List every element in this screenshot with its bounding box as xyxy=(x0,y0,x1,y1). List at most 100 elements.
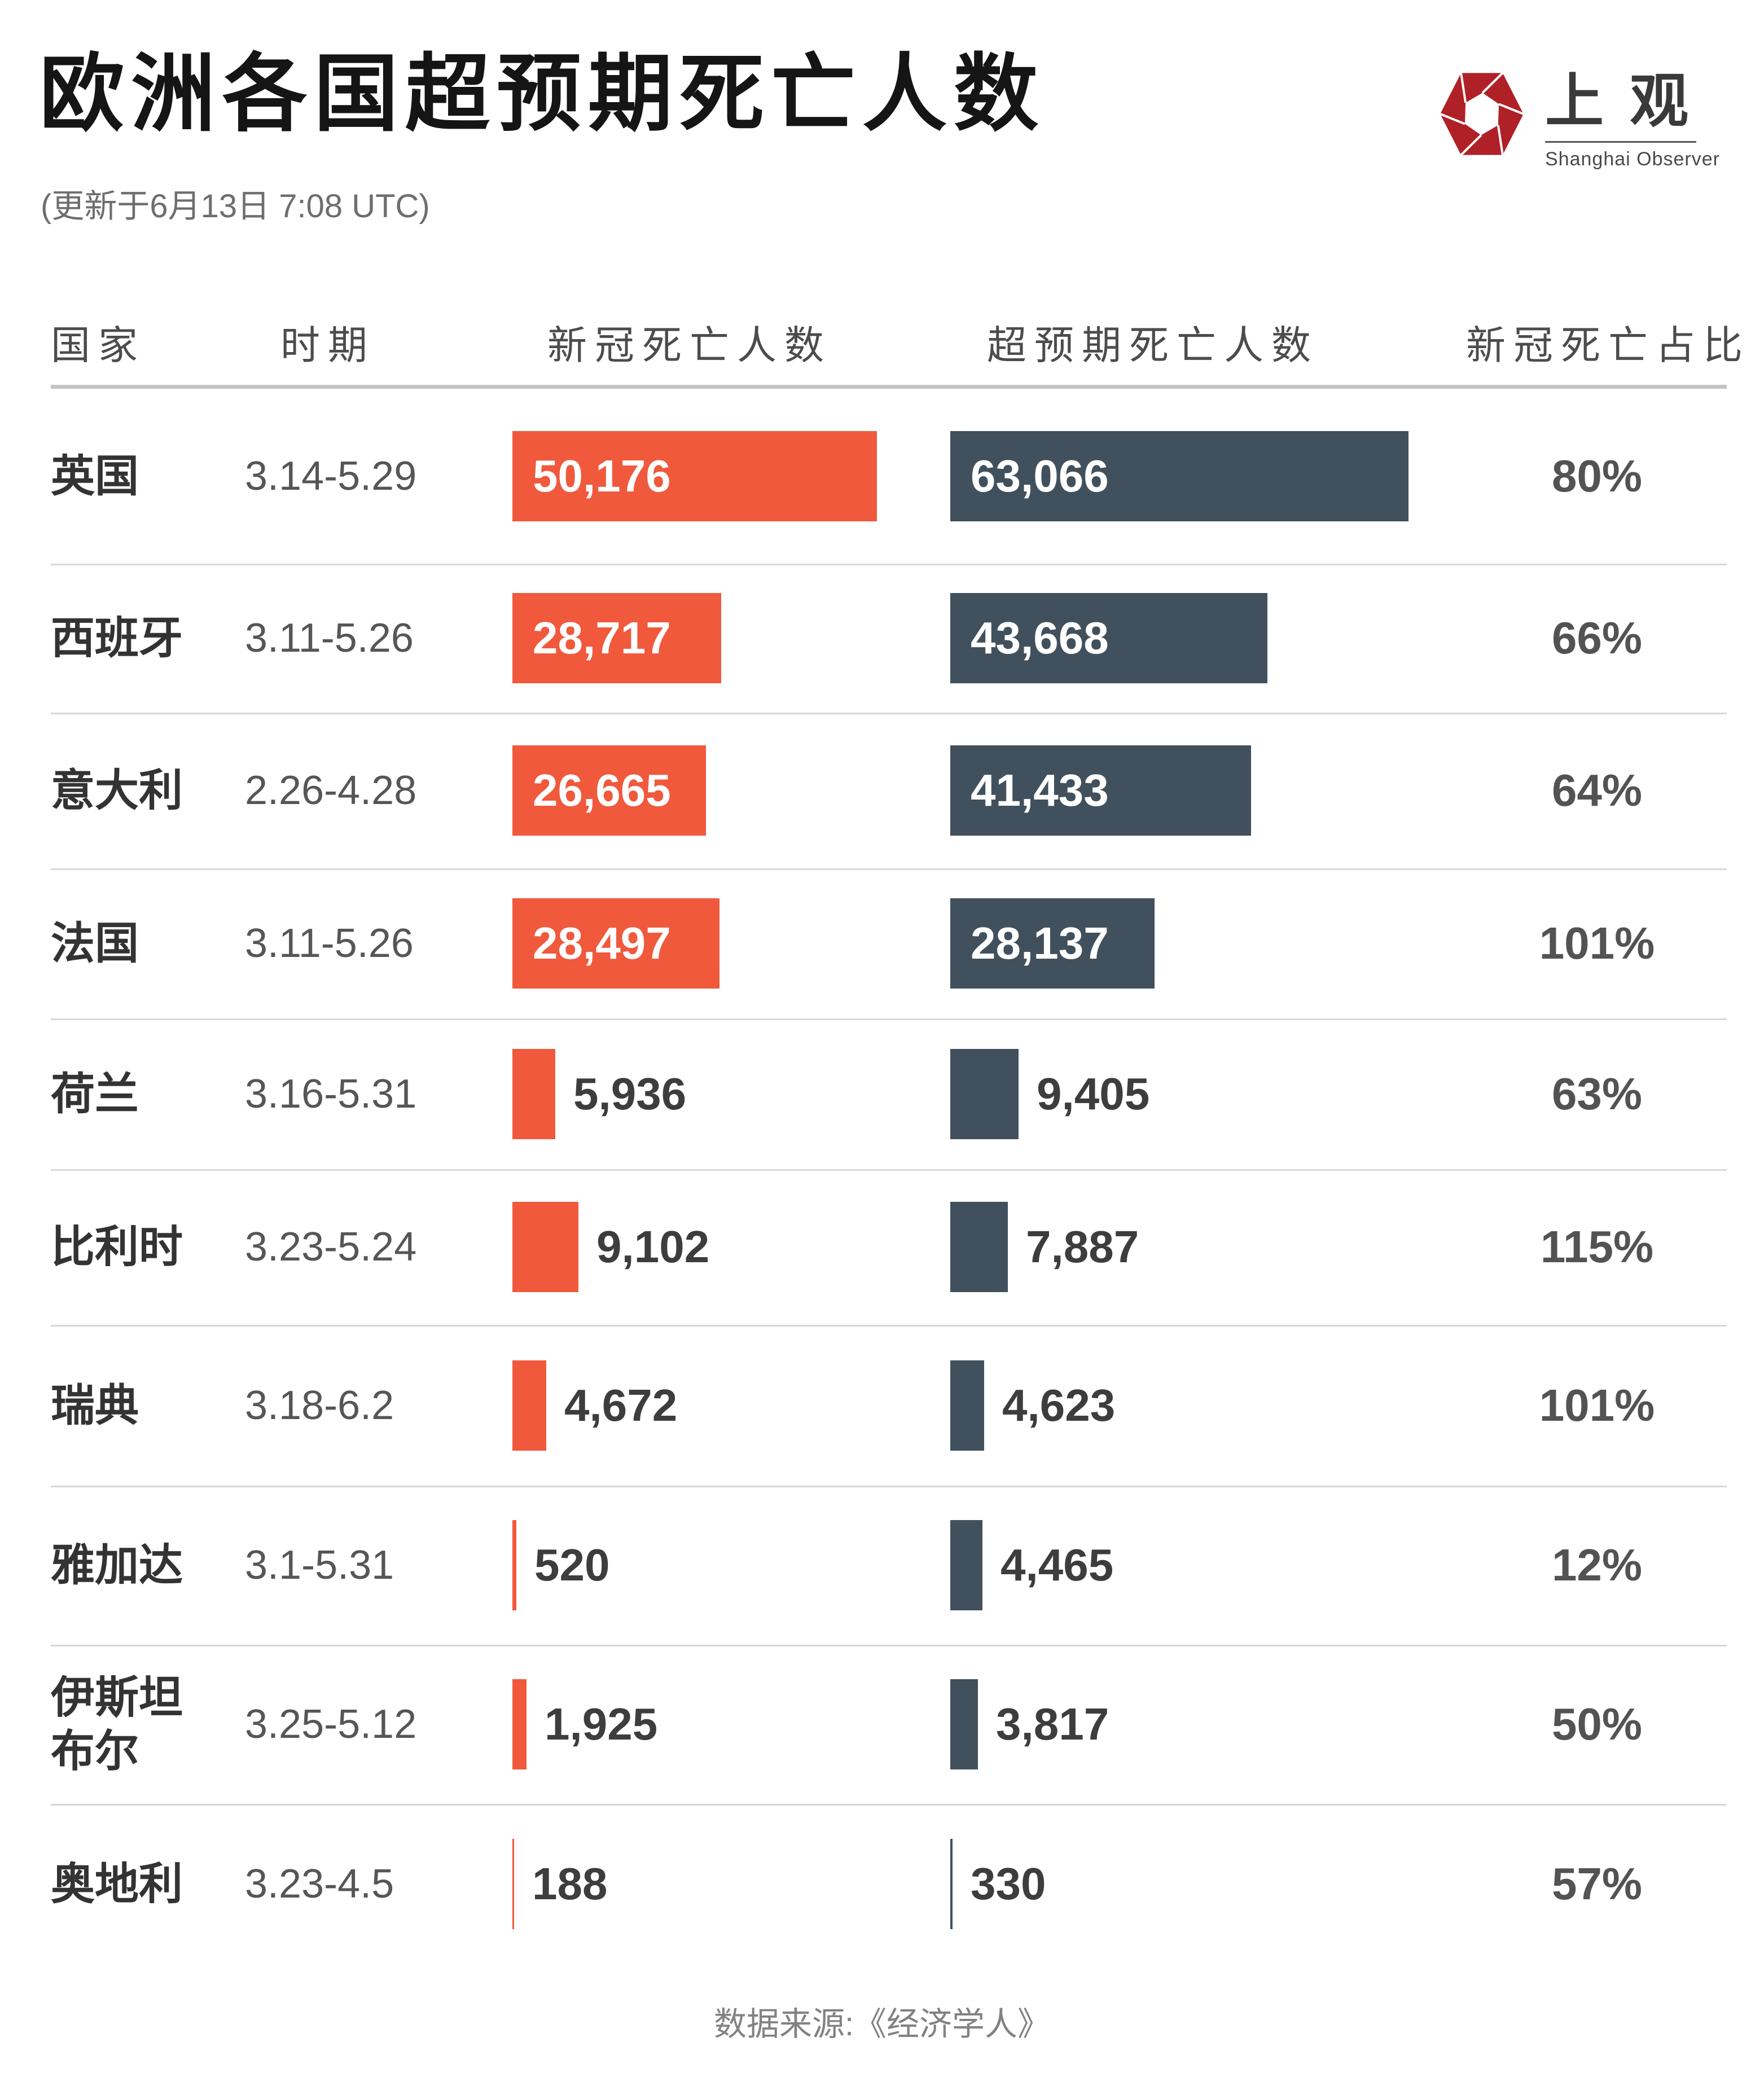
country-label: 奥地利 xyxy=(51,1858,183,1908)
logo-divider xyxy=(1545,141,1696,143)
covid-deaths-cell: 50,176 xyxy=(512,431,877,521)
excess-bar xyxy=(950,1048,1019,1139)
covid-ratio-value: 101% xyxy=(1539,918,1655,968)
column-header-covid-ratio: 新冠死亡占比 xyxy=(1466,323,1750,367)
period-label: 2.26-4.28 xyxy=(245,768,417,813)
country-label: 西班牙 xyxy=(51,613,183,663)
publisher-name-cn: 上观 xyxy=(1545,69,1715,134)
excess-deaths-cell: 3,817 xyxy=(950,1679,1109,1769)
covid-value: 5,936 xyxy=(573,1068,687,1119)
table-row: 英国 3.14-5.29 50,176 63,066 80% xyxy=(51,388,1727,565)
covid-bar xyxy=(512,1838,514,1929)
excess-bar xyxy=(950,1679,978,1769)
period-label: 3.14-5.29 xyxy=(245,453,417,499)
period-label: 3.23-4.5 xyxy=(245,1861,394,1907)
covid-value: 4,672 xyxy=(564,1380,678,1430)
excess-value: 9,405 xyxy=(1037,1068,1150,1119)
excess-deaths-cell: 28,137 xyxy=(950,898,1155,989)
aperture-hexagon-icon xyxy=(1440,72,1524,156)
excess-value: 28,137 xyxy=(971,918,1109,968)
table-row: 瑞典 3.18-6.2 4,672 4,623 101% xyxy=(51,1325,1727,1487)
excess-deaths-cell: 41,433 xyxy=(950,745,1251,836)
covid-bar xyxy=(512,745,706,836)
covid-value: 26,665 xyxy=(533,765,671,815)
excess-value: 43,668 xyxy=(971,613,1109,663)
covid-ratio-value: 64% xyxy=(1551,765,1643,815)
covid-deaths-cell: 9,102 xyxy=(512,1202,709,1292)
excess-bar xyxy=(950,745,1251,836)
covid-value: 520 xyxy=(534,1540,610,1590)
page-title: 欧洲各国超预期死亡人数 xyxy=(40,46,1046,141)
country-label: 伊斯坦布尔 xyxy=(51,1672,183,1776)
column-header-covid-deaths: 新冠死亡人数 xyxy=(547,323,832,367)
column-header-country: 国家 xyxy=(51,323,146,367)
period-label: 3.11-5.26 xyxy=(245,616,414,661)
excess-value: 4,623 xyxy=(1002,1380,1116,1430)
covid-ratio-value: 80% xyxy=(1551,450,1643,501)
period-label: 3.1-5.31 xyxy=(245,1543,394,1588)
excess-bar xyxy=(950,593,1267,683)
table-row: 意大利 2.26-4.28 26,665 41,433 64% xyxy=(51,713,1727,870)
update-timestamp: (更新于6月13日 7:08 UTC) xyxy=(41,188,430,225)
excess-bar xyxy=(950,1520,982,1610)
table-row: 比利时 3.23-5.24 9,102 7,887 115% xyxy=(51,1169,1727,1327)
covid-bar xyxy=(512,1202,578,1292)
covid-bar xyxy=(512,1679,526,1769)
covid-value: 28,497 xyxy=(533,918,671,968)
period-label: 3.11-5.26 xyxy=(245,921,414,966)
excess-deaths-cell: 7,887 xyxy=(950,1202,1139,1292)
covid-bar xyxy=(512,593,721,683)
country-label: 比利时 xyxy=(51,1222,183,1272)
covid-deaths-cell: 4,672 xyxy=(512,1360,677,1451)
country-label: 法国 xyxy=(51,918,139,968)
covid-ratio-value: 101% xyxy=(1539,1380,1655,1430)
covid-ratio-value: 12% xyxy=(1551,1540,1643,1590)
covid-value: 50,176 xyxy=(533,450,671,501)
excess-deaths-cell: 4,465 xyxy=(950,1520,1113,1610)
covid-deaths-cell: 26,665 xyxy=(512,745,706,836)
excess-deaths-cell: 43,668 xyxy=(950,593,1267,683)
column-header-excess-deaths: 超预期死亡人数 xyxy=(987,323,1319,367)
table-row: 奥地利 3.23-4.5 188 330 57% xyxy=(51,1804,1727,1964)
table-row: 雅加达 3.1-5.31 520 4,465 12% xyxy=(51,1486,1727,1646)
covid-value: 188 xyxy=(532,1858,608,1909)
excess-bar xyxy=(950,431,1408,521)
period-label: 3.25-5.12 xyxy=(245,1702,417,1747)
covid-value: 1,925 xyxy=(545,1699,658,1749)
period-label: 3.18-6.2 xyxy=(245,1382,394,1428)
excess-bar xyxy=(950,1838,953,1929)
covid-bar xyxy=(512,1360,546,1451)
country-label: 雅加达 xyxy=(51,1540,183,1590)
table-row: 荷兰 3.16-5.31 5,936 9,405 63% xyxy=(51,1018,1727,1171)
covid-deaths-cell: 520 xyxy=(512,1520,609,1610)
data-source: 数据来源:《经济学人》 xyxy=(713,2006,1051,2043)
covid-deaths-cell: 28,497 xyxy=(512,898,719,989)
column-header-period: 时期 xyxy=(280,323,375,367)
excess-deaths-cell: 63,066 xyxy=(950,431,1408,521)
header-divider xyxy=(51,385,1727,389)
publisher-name-en: Shanghai Observer xyxy=(1545,148,1720,170)
covid-bar xyxy=(512,1520,516,1610)
covid-value: 28,717 xyxy=(533,613,671,663)
publisher-logo-text: 上观 Shanghai Observer xyxy=(1545,67,1720,170)
excess-deaths-cell: 330 xyxy=(950,1838,1046,1929)
covid-bar xyxy=(512,898,719,989)
excess-value: 41,433 xyxy=(971,765,1109,815)
excess-deaths-cell: 4,623 xyxy=(950,1360,1115,1451)
excess-bar xyxy=(950,898,1155,989)
table-row: 西班牙 3.11-5.26 28,717 43,668 66% xyxy=(51,564,1727,714)
period-label: 3.16-5.31 xyxy=(245,1071,417,1117)
covid-bar xyxy=(512,431,877,521)
country-label: 瑞典 xyxy=(51,1380,139,1430)
covid-deaths-cell: 1,925 xyxy=(512,1679,657,1769)
excess-bar xyxy=(950,1202,1008,1292)
covid-deaths-cell: 188 xyxy=(512,1838,608,1929)
country-label: 意大利 xyxy=(51,765,183,815)
covid-deaths-cell: 28,717 xyxy=(512,593,721,683)
excess-deaths-cell: 9,405 xyxy=(950,1048,1150,1139)
covid-ratio-value: 63% xyxy=(1551,1068,1643,1119)
covid-ratio-value: 115% xyxy=(1540,1222,1654,1272)
table-row: 伊斯坦布尔 3.25-5.12 1,925 3,817 50% xyxy=(51,1645,1727,1806)
publisher-logo: 上观 Shanghai Observer xyxy=(1439,67,1720,170)
country-label: 荷兰 xyxy=(51,1068,139,1118)
